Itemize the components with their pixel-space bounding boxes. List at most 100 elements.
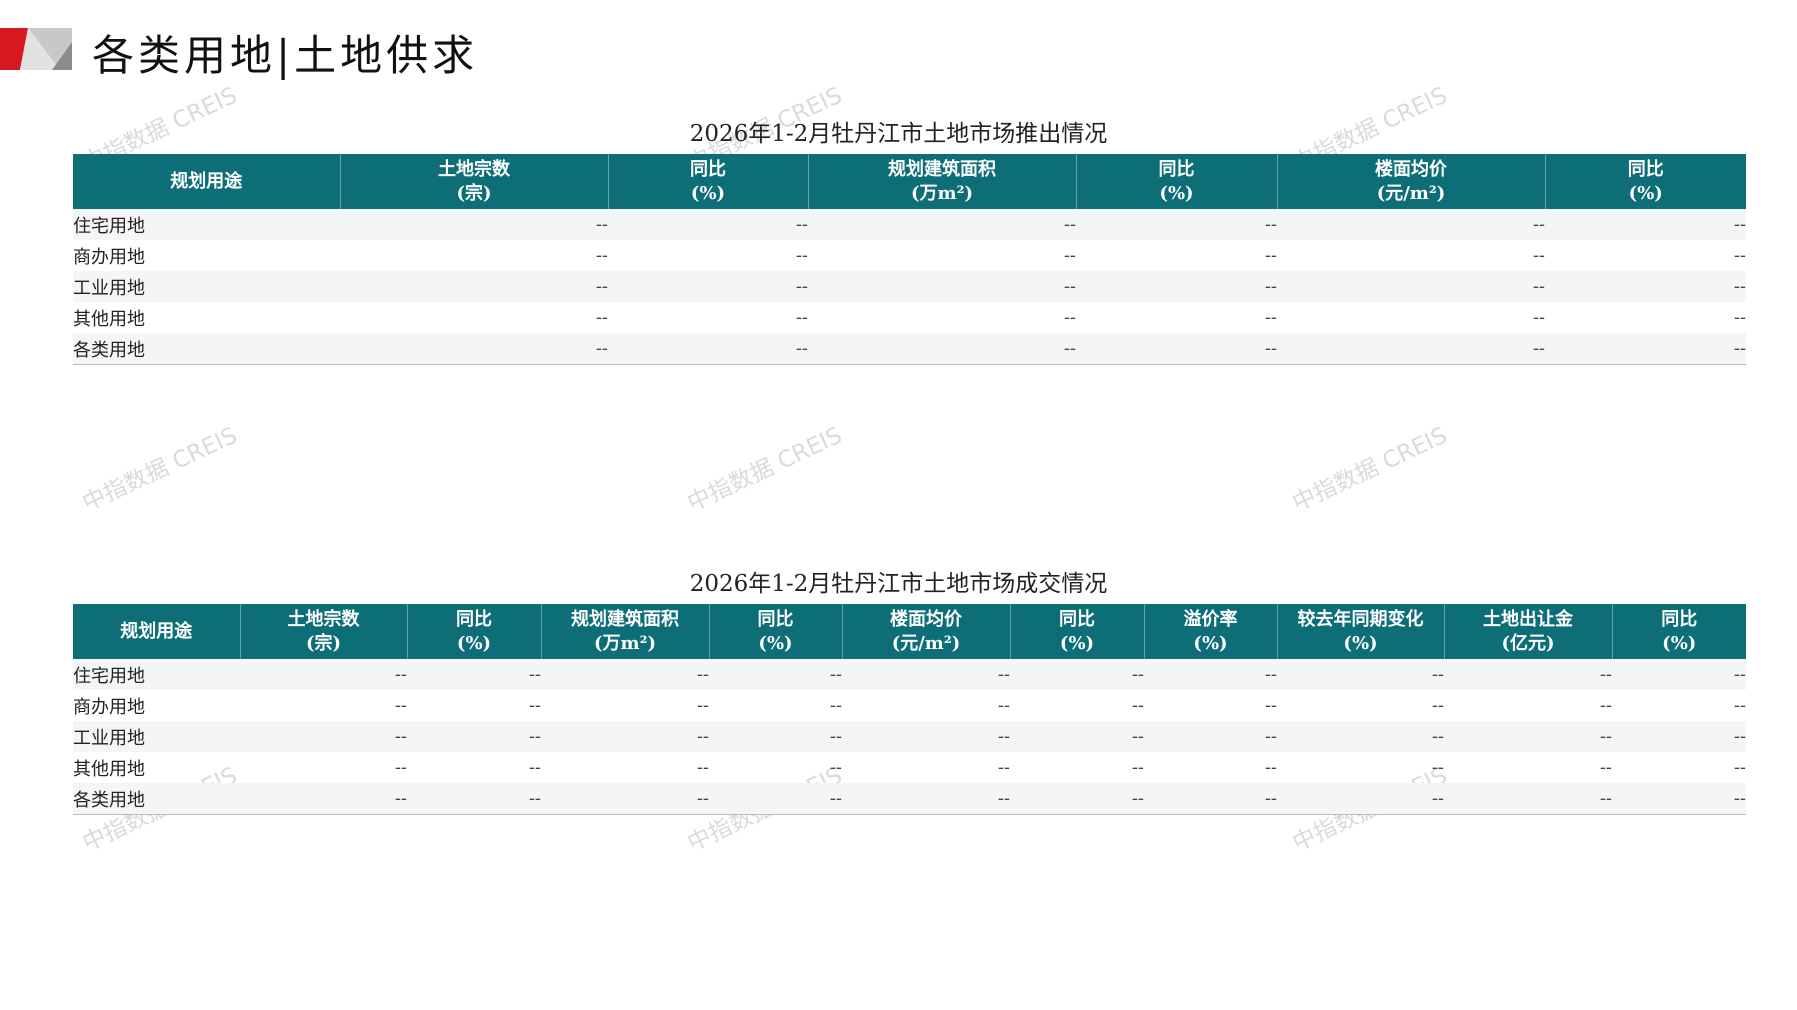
column-header-line: 同比: [1059, 608, 1095, 630]
table-cell: --: [1264, 695, 1277, 716]
table-row: 商办用地 -- -- -- -- -- --: [73, 240, 1746, 271]
column-header-line: 同比: [1661, 608, 1698, 630]
table-cell: --: [1545, 333, 1746, 365]
table-cell: --: [842, 721, 1010, 752]
table-row: 工业用地 -- -- -- -- -- --: [73, 271, 1746, 302]
column-header-line: (亿元): [1501, 632, 1555, 654]
row-label: 各类用地: [73, 333, 340, 365]
row-label: 商办用地: [73, 246, 145, 268]
table-cell: --: [340, 209, 608, 240]
table-cell: --: [795, 245, 808, 266]
logo-icon: [0, 28, 72, 70]
column-header-line: 楼面均价: [890, 608, 962, 630]
table-row: 工业用地 -- -- -- -- -- -- -- -- -- --: [73, 721, 1746, 752]
table-cell: --: [240, 659, 407, 690]
table-cell: --: [1131, 695, 1144, 716]
column-header: 规划用途: [73, 604, 240, 659]
table-cell: --: [541, 659, 709, 690]
watermark: 中指数据 CREIS: [1288, 422, 1452, 517]
table-cell: --: [1076, 271, 1277, 302]
table-cell: --: [1131, 757, 1144, 778]
deal-table-title: 2026年1-2月牡丹江市土地市场成交情况: [689, 571, 1108, 597]
table-row: 住宅用地 -- -- -- -- -- -- -- -- -- --: [73, 659, 1746, 690]
column-header: 规划用途: [73, 154, 340, 209]
row-label: 其他用地: [73, 758, 145, 780]
column-header-line: (元/m²): [891, 632, 961, 654]
table-cell: --: [1277, 209, 1545, 240]
table-cell: --: [240, 783, 407, 815]
table-cell: --: [1010, 783, 1144, 815]
table-row: 商办用地 -- -- -- -- -- -- -- -- -- --: [73, 690, 1746, 721]
column-header-line: (宗): [456, 182, 492, 204]
table-cell: --: [1431, 757, 1444, 778]
table-cell: --: [1733, 695, 1746, 716]
table-cell: --: [1264, 307, 1277, 328]
column-header-line: 规划用途: [120, 620, 193, 642]
table-row: 其他用地 -- -- -- -- -- --: [73, 302, 1746, 333]
table-cell: --: [1076, 209, 1277, 240]
table-cell: --: [1277, 659, 1444, 690]
column-header: 同比 (%): [406, 604, 541, 659]
column-header: 土地宗数 (宗): [239, 604, 407, 659]
column-header-line: 土地宗数: [287, 608, 360, 630]
column-header-line: (%): [456, 632, 492, 654]
column-header-line: (%): [1159, 182, 1194, 204]
table-cell: --: [842, 659, 1010, 690]
column-header-line: (%): [690, 182, 726, 204]
table-cell: --: [997, 757, 1010, 778]
table-cell: --: [1444, 721, 1612, 752]
watermark: 中指数据 CREIS: [78, 422, 242, 517]
column-header-line: (%): [1628, 182, 1663, 204]
page-title: 各类用地|土地供求: [92, 31, 479, 80]
column-header: 楼面均价 (元/m²): [841, 604, 1010, 659]
column-header: 较去年同期变化 (%): [1276, 604, 1444, 659]
table-cell: --: [1612, 721, 1746, 752]
table-cell: --: [595, 245, 608, 266]
table-row: 其他用地 -- -- -- -- -- -- -- -- -- --: [73, 752, 1746, 783]
table-cell: --: [541, 721, 709, 752]
column-header-line: (万m²): [911, 182, 973, 204]
column-header-line: 土地出让金: [1483, 608, 1573, 630]
table-cell: --: [829, 695, 842, 716]
table-cell: --: [394, 757, 407, 778]
column-header: 土地出让金 (亿元): [1443, 604, 1612, 659]
row-label: 工业用地: [73, 271, 340, 302]
table-cell: --: [541, 783, 709, 815]
column-header-line: (%): [1059, 632, 1095, 654]
table-cell: --: [795, 307, 808, 328]
column-header-line: 同比: [456, 608, 492, 630]
table-cell: --: [997, 695, 1010, 716]
column-header: 同比 (%): [708, 604, 842, 659]
column-header-line: 规划用途: [170, 170, 243, 192]
table-cell: --: [1444, 783, 1612, 815]
table-cell: --: [1545, 209, 1746, 240]
table-cell: --: [1010, 721, 1144, 752]
row-label: 住宅用地: [73, 659, 240, 690]
table-cell: --: [709, 659, 842, 690]
table-cell: --: [808, 271, 1076, 302]
table-cell: --: [394, 695, 407, 716]
column-header: 楼面均价 (元/m²): [1276, 154, 1545, 209]
column-header-line: 规划建筑面积: [888, 158, 996, 180]
column-header-line: (万m²): [594, 632, 656, 654]
table-cell: --: [1612, 659, 1746, 690]
table-cell: --: [709, 721, 842, 752]
table-cell: --: [808, 209, 1076, 240]
table-cell: --: [528, 695, 541, 716]
row-label: 商办用地: [73, 696, 145, 718]
column-header: 规划建筑面积 (万m²): [807, 154, 1076, 209]
table-cell: --: [1612, 783, 1746, 815]
table-cell: --: [1444, 659, 1612, 690]
table-cell: --: [1010, 659, 1144, 690]
column-header-line: 同比: [1158, 158, 1195, 180]
column-header: 同比 (%): [607, 154, 808, 209]
table-cell: --: [808, 333, 1076, 365]
column-header: 同比 (%): [1544, 154, 1746, 209]
table-cell: --: [1264, 757, 1277, 778]
row-label: 其他用地: [73, 308, 145, 330]
column-header-line: 同比: [690, 158, 726, 180]
column-header-line: 楼面均价: [1375, 158, 1447, 180]
table-cell: --: [1277, 333, 1545, 365]
table-cell: --: [1264, 245, 1277, 266]
table-cell: --: [696, 695, 709, 716]
